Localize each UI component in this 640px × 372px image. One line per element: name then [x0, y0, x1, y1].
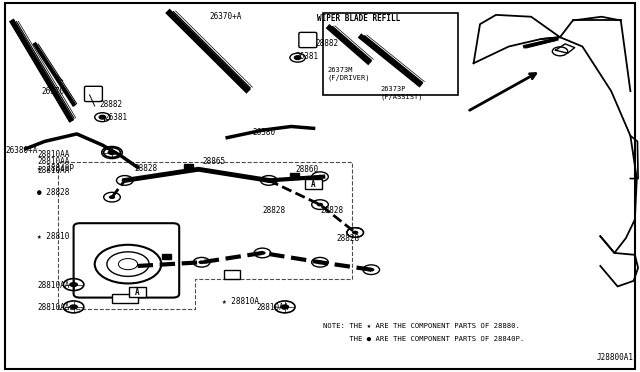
- Text: J28800A1: J28800A1: [596, 353, 634, 362]
- Text: 26380+A: 26380+A: [5, 146, 38, 155]
- FancyBboxPatch shape: [299, 32, 317, 48]
- Circle shape: [294, 56, 301, 60]
- Text: ● 28828: ● 28828: [37, 188, 70, 197]
- Bar: [323, 13, 458, 95]
- Text: 28860: 28860: [296, 165, 319, 174]
- Text: 26373P
(F/ASSIST): 26373P (F/ASSIST): [381, 86, 423, 100]
- Bar: [184, 164, 193, 169]
- Text: 26381: 26381: [104, 113, 127, 122]
- Text: THE ● ARE THE COMPONENT PARTS OF 28840P.: THE ● ARE THE COMPONENT PARTS OF 28840P.: [323, 336, 524, 341]
- Text: 26381: 26381: [296, 52, 319, 61]
- Circle shape: [122, 179, 128, 182]
- Circle shape: [317, 260, 323, 264]
- Bar: [224, 270, 240, 279]
- Bar: [290, 173, 299, 179]
- Circle shape: [109, 195, 115, 199]
- FancyBboxPatch shape: [84, 86, 102, 102]
- FancyBboxPatch shape: [74, 223, 179, 298]
- Text: ★ 28810: ★ 28810: [37, 232, 70, 241]
- Text: 28810AA: 28810AA: [37, 150, 70, 159]
- Circle shape: [108, 150, 116, 155]
- Bar: [162, 254, 171, 259]
- Text: NOTE: THE ★ ARE THE COMPONENT PARTS OF 28880.: NOTE: THE ★ ARE THE COMPONENT PARTS OF 2…: [323, 323, 520, 328]
- Text: 26370: 26370: [42, 87, 65, 96]
- Text: A: A: [135, 288, 140, 296]
- Text: 28828: 28828: [320, 206, 343, 215]
- FancyBboxPatch shape: [129, 287, 146, 297]
- Bar: [112, 294, 138, 303]
- Text: 28810AA: 28810AA: [37, 157, 70, 166]
- Text: 28810AA: 28810AA: [37, 166, 70, 174]
- Circle shape: [99, 115, 106, 119]
- Text: ★ 28810A: ★ 28810A: [222, 297, 259, 306]
- Circle shape: [317, 175, 323, 179]
- Circle shape: [280, 304, 289, 310]
- Text: 28865: 28865: [202, 157, 225, 166]
- Circle shape: [198, 260, 205, 264]
- Text: 28810AA: 28810AA: [37, 303, 70, 312]
- Circle shape: [259, 251, 266, 255]
- FancyBboxPatch shape: [305, 179, 322, 189]
- Text: 28882: 28882: [99, 100, 122, 109]
- Circle shape: [69, 282, 78, 287]
- Text: 28828: 28828: [134, 164, 157, 173]
- Text: ★ 28840P: ★ 28840P: [37, 164, 74, 173]
- Circle shape: [368, 268, 374, 272]
- Circle shape: [69, 304, 78, 310]
- Circle shape: [317, 203, 323, 206]
- Circle shape: [352, 231, 358, 234]
- Text: 28882: 28882: [316, 39, 339, 48]
- Text: 28810AA: 28810AA: [256, 303, 289, 312]
- Circle shape: [266, 179, 272, 182]
- Text: 28810AA: 28810AA: [37, 281, 70, 290]
- Text: A: A: [311, 180, 316, 189]
- Text: 26380: 26380: [253, 128, 276, 137]
- Text: WIPER BLADE REFILL: WIPER BLADE REFILL: [317, 14, 400, 23]
- Text: 26370+A: 26370+A: [210, 12, 243, 21]
- Text: 26373M
(F/DRIVER): 26373M (F/DRIVER): [328, 67, 370, 81]
- Text: 28828: 28828: [262, 206, 285, 215]
- Text: 28828: 28828: [336, 234, 359, 243]
